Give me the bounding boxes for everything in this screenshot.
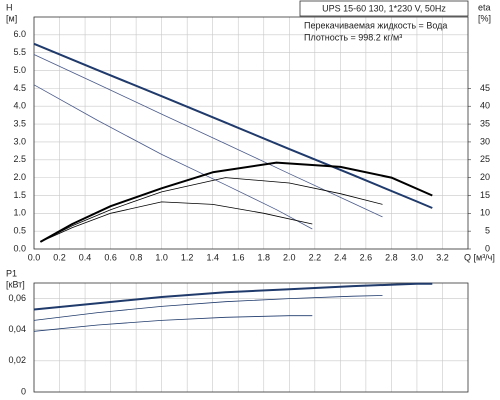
x-tick-label: 2.4 (334, 252, 347, 262)
y-tick-label: 0.5 (13, 226, 26, 236)
y-tick-label: 1.0 (13, 208, 26, 218)
y2-tick-label: 45 (480, 83, 490, 93)
x-tick-label: 2.0 (283, 252, 296, 262)
y-axis-label: H (6, 2, 13, 12)
y2-tick-label: 0 (485, 243, 490, 253)
y2-tick-label: 15 (480, 190, 490, 200)
x-tick-label: 0.4 (79, 252, 92, 262)
y2-tick-label: 40 (480, 101, 490, 111)
curve (33, 282, 433, 311)
x-tick-label: 3.0 (411, 252, 424, 262)
y-tick-label: 2.0 (13, 172, 26, 182)
curve (33, 84, 313, 230)
y2-tick-label: 30 (480, 136, 490, 146)
y-tick-label: 2.5 (13, 154, 26, 164)
y-tick-label: 6.0 (13, 29, 26, 39)
y-tick-label: 0 (21, 386, 26, 396)
curve (39, 161, 433, 243)
y-tick-label: 0.0 (13, 243, 26, 253)
y-tick-label: 1.5 (13, 190, 26, 200)
curve (33, 54, 383, 218)
y-axis-unit: [кВт] (6, 279, 25, 289)
y-tick-label: 5.5 (13, 47, 26, 57)
y2-tick-label: 35 (480, 118, 490, 128)
y-tick-label: 3.5 (13, 118, 26, 128)
x-tick-label: 0.8 (130, 252, 143, 262)
y-tick-label: 5.0 (13, 65, 26, 75)
x-tick-label: 1.6 (232, 252, 245, 262)
note: Плотность = 998.2 кг/м³ (304, 32, 402, 42)
title-box (299, 0, 469, 17)
x-tick-label: 2.2 (309, 252, 322, 262)
y2-tick-label: 20 (480, 172, 490, 182)
y-tick-label: 0,02 (8, 355, 26, 365)
note: Перекачиваемая жидкость = Вода (304, 20, 447, 30)
y-tick-label: 3.0 (13, 136, 26, 146)
y2-tick-label: 25 (480, 154, 490, 164)
curve (40, 201, 313, 243)
curve (33, 315, 313, 332)
title: UPS 15-60 130, 1*230 V, 50Hz (322, 3, 446, 13)
y-tick-label: 0,06 (8, 293, 26, 303)
x-tick-label: 1.4 (206, 252, 219, 262)
y-axis-label: P1 (6, 268, 17, 278)
x-tick-label: 2.6 (360, 252, 373, 262)
curve (40, 177, 383, 243)
x-tick-label: 1.2 (181, 252, 194, 262)
x-tick-label: 3.2 (436, 252, 449, 262)
y2-tick-label: 10 (480, 208, 490, 218)
y-tick-label: 4.5 (13, 83, 26, 93)
curve (33, 295, 383, 321)
x-tick-label: 0.0 (28, 252, 41, 262)
x-tick-label: 1.8 (258, 252, 271, 262)
y2-axis-unit: [%] (478, 13, 491, 23)
x-tick-label: 2.8 (385, 252, 398, 262)
x-tick-label: 0.6 (104, 252, 117, 262)
y-tick-label: 4.0 (13, 101, 26, 111)
y2-tick-label: 5 (485, 226, 490, 236)
y-axis-unit: [м] (6, 13, 17, 23)
plot-frame (33, 16, 469, 250)
x-tick-label: 1.0 (155, 252, 168, 262)
curve (33, 42, 433, 209)
x-tick-label: 0.2 (53, 252, 66, 262)
plot-frame (33, 282, 469, 393)
y-tick-label: 0,04 (8, 324, 26, 334)
x-axis-label: Q [м³/ч] (464, 252, 495, 262)
y2-axis-label: eta (478, 2, 491, 12)
